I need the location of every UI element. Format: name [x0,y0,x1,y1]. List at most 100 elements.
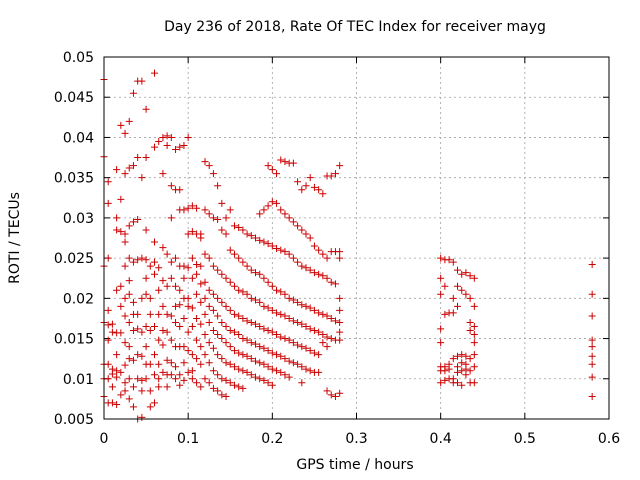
data-point [167,312,175,320]
data-point [176,322,184,330]
data-point [167,133,175,141]
data-point [264,327,272,335]
data-point [180,343,188,351]
data-point [441,367,449,375]
data-point [159,341,167,349]
data-point [256,298,264,306]
data-point [264,162,272,170]
data-point [285,336,293,344]
data-point [121,238,129,246]
data-point [268,166,276,174]
data-point [117,329,125,337]
data-point [298,363,306,371]
x-tick-label: 0.1 [177,431,199,447]
data-point [151,399,158,407]
data-point [256,210,264,218]
data-point [281,312,289,320]
data-point [113,166,121,174]
data-point [298,379,306,387]
data-point [466,272,474,280]
data-point [466,355,474,363]
data-point [138,328,146,336]
y-tick-label: 0.015 [54,332,94,348]
data-point [235,349,243,357]
data-point [201,351,209,359]
data-point [226,327,234,335]
data-point [163,250,171,258]
data-point [142,375,150,383]
data-point [588,352,596,360]
data-point [256,322,264,330]
data-point [252,296,259,304]
data-point [180,262,188,270]
data-point [218,355,226,363]
data-point [222,339,230,347]
data-point [142,274,150,282]
data-point [336,306,344,314]
x-axis-label: GPS time / hours [296,457,413,473]
data-point [458,270,466,278]
data-point [285,314,293,322]
data-point [201,310,209,318]
data-point [437,379,445,387]
data-point [588,373,596,381]
data-point [172,302,180,310]
data-point [281,371,289,379]
data-point [277,310,285,318]
data-point [247,339,255,347]
data-point [205,254,213,262]
data-point [176,371,184,379]
data-point [243,290,251,298]
data-point [310,306,318,314]
data-point [437,254,445,262]
data-point [230,328,238,336]
data-point [273,367,281,375]
data-point [214,294,222,302]
data-point [117,228,125,236]
data-point [155,383,163,391]
data-point [454,368,461,376]
data-point [167,371,175,379]
data-point [163,282,171,290]
data-point [222,274,230,282]
data-point [310,242,318,250]
data-point [462,290,470,298]
data-point [470,302,478,310]
data-point [222,392,230,400]
data-point [252,340,259,348]
data-point [188,228,196,236]
data-point [264,304,272,312]
data-point [209,170,217,178]
data-point [449,258,457,266]
data-point [155,360,163,368]
data-point [252,373,259,381]
data-point [243,336,251,344]
data-point [315,309,323,317]
data-point [151,351,158,359]
data-point [125,222,133,230]
data-point [205,359,213,367]
data-point [218,270,226,278]
data-point [454,282,461,290]
data-point [294,341,302,349]
data-point [268,306,276,314]
data-point [277,206,285,214]
data-point [273,244,281,252]
data-point [151,238,158,246]
data-point [256,343,264,351]
data-point [294,258,302,266]
data-point [331,280,339,288]
data-point [268,365,276,373]
data-point [458,359,466,367]
data-point [121,312,129,320]
data-point [129,403,137,411]
data-point [197,280,205,288]
y-tick-label: 0.025 [54,251,94,267]
data-point [129,298,137,306]
data-point [209,214,217,222]
data-point [108,399,116,407]
data-point [226,306,234,314]
x-tick-label: 0.3 [345,431,367,447]
data-point [239,335,247,343]
data-point [117,391,125,399]
